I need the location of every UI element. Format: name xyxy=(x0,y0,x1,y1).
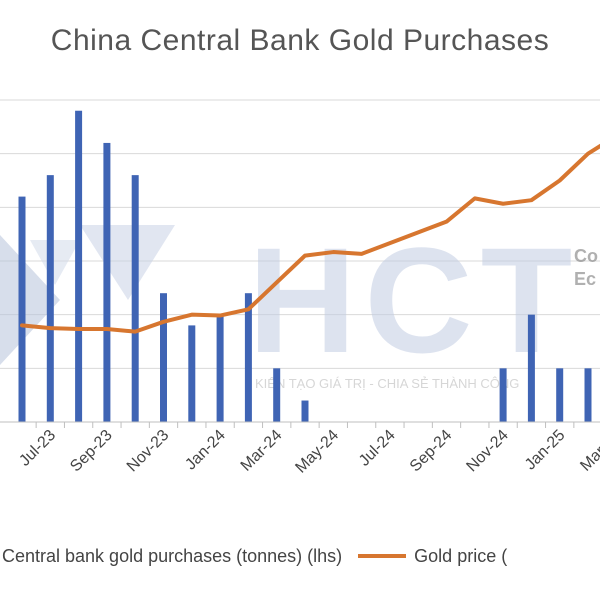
x-tick-label: Jan-24 xyxy=(182,427,229,474)
bar-series xyxy=(18,110,592,422)
watermark-diamond xyxy=(80,225,175,300)
bar xyxy=(556,368,564,422)
bar xyxy=(216,314,224,422)
bar xyxy=(160,293,167,422)
x-tick-label: Jul-23 xyxy=(16,427,59,470)
bar xyxy=(499,368,507,422)
bar xyxy=(527,314,535,422)
watermark-slogan: KIẾN TẠO GIÁ TRỊ - CHIA SẺ THÀNH CÔNG xyxy=(255,376,519,391)
x-tick-label: May-24 xyxy=(292,427,342,477)
x-tick-label: Nov-24 xyxy=(463,427,512,476)
x-tick-label: Nov-23 xyxy=(124,427,173,476)
gridlines xyxy=(0,99,600,423)
legend-bar-label: Central bank gold purchases (tonnes) (lh… xyxy=(2,545,343,566)
x-tick-label: Jul-24 xyxy=(356,427,399,470)
watermark-brand: HCT xyxy=(248,216,580,384)
bar xyxy=(46,175,54,422)
watermark-diamond-lower xyxy=(30,240,80,285)
legend: Central bank gold purchases (tonnes) (lh… xyxy=(0,541,507,571)
x-axis xyxy=(0,421,600,428)
x-tick-label: Jan-25 xyxy=(522,427,569,474)
legend-line-label: Gold price ( xyxy=(414,545,508,566)
legend-line-swatch xyxy=(358,554,407,558)
watermark-diamond-left xyxy=(0,235,60,365)
bar xyxy=(103,142,111,422)
x-tick-label: Sep-24 xyxy=(407,427,456,476)
bar xyxy=(584,368,592,422)
line-series xyxy=(20,143,600,334)
bar xyxy=(301,400,309,422)
bar xyxy=(273,368,281,422)
bar xyxy=(188,325,196,422)
x-tick-labels: Jul-23 Sep-23 Nov-23 Jan-24 Mar-24 May-24 Jul-… xyxy=(16,427,600,477)
bar xyxy=(18,196,26,422)
watermark: HCT KIẾN TẠO GIÁ TRỊ - CHIA SẺ THÀNH CÔN… xyxy=(0,216,598,391)
watermark-side-text-1: Co xyxy=(574,246,598,266)
watermark-side-text-2: Ec xyxy=(574,269,596,289)
bar xyxy=(244,293,252,422)
chart-title: China Central Bank Gold Purchases xyxy=(50,24,550,57)
x-tick-label: Sep-23 xyxy=(67,427,116,476)
bar xyxy=(75,110,83,422)
x-tick-label: Mar-24 xyxy=(238,427,286,475)
x-tick-label: Mar-25 xyxy=(577,427,600,475)
bar xyxy=(131,175,139,422)
gold-price-line xyxy=(20,143,600,334)
